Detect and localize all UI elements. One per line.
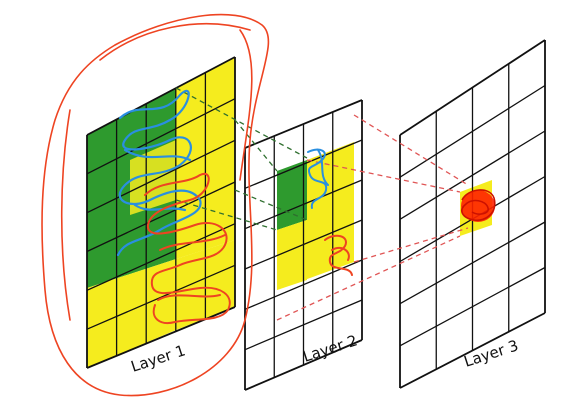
layer-1-grid-hline xyxy=(86,56,236,136)
layer-2-grid-hline xyxy=(244,179,363,230)
connector-red-4 xyxy=(276,235,461,321)
blue-scribble-layer-1 xyxy=(116,89,202,257)
layer-3-grid-hline xyxy=(399,84,546,178)
layer-2-grid-hline xyxy=(244,299,363,351)
layer-1-grid-hline xyxy=(86,98,236,175)
blue-scribble-layer-2 xyxy=(307,148,329,209)
layer-3-grid-hline xyxy=(399,312,546,389)
layer-1-grid-hline xyxy=(86,223,236,291)
connectors-layer2-to-layer3 xyxy=(276,114,469,321)
layer-3-grid xyxy=(399,39,546,389)
layer-2-green-cell xyxy=(277,160,307,230)
layer-3-grid-hline xyxy=(399,39,546,136)
red-loop-around-layer-1 xyxy=(41,13,270,397)
red-scribble-layer-1 xyxy=(144,172,231,324)
layer-1-grid-hline xyxy=(86,264,236,330)
connector-green-1 xyxy=(175,87,308,159)
layer-2-grid-hline xyxy=(244,339,363,391)
layer-1-yellow-center xyxy=(130,140,176,215)
layer-3-grid-hline xyxy=(399,130,546,220)
red-scribble-layer-2 xyxy=(324,234,353,276)
layer-2-grid-hline xyxy=(244,99,363,149)
layer-1-grid xyxy=(86,56,236,369)
layer-1-grid-hline xyxy=(86,181,236,253)
connector-green-4 xyxy=(234,189,308,221)
layer-2-grid-hline xyxy=(244,139,363,189)
connectors-layer1-to-layer2 xyxy=(175,87,308,231)
connector-red-2 xyxy=(306,159,461,193)
layer-3-grid-hline xyxy=(399,266,546,347)
connector-red-3 xyxy=(353,227,469,263)
layer-1-yellow-bottom-band xyxy=(87,259,176,368)
layer-1-grid-hline xyxy=(86,306,236,369)
layer-2-label: Layer 2 xyxy=(301,331,360,365)
layer-1-grid-hline xyxy=(86,139,236,214)
connector-red-1 xyxy=(353,114,469,186)
layer-2-grid xyxy=(244,99,363,391)
layer-2-yellow-lower xyxy=(277,220,307,290)
layer-3-grid-hline xyxy=(399,221,546,305)
connector-green-2 xyxy=(234,119,278,172)
layer-2-grid-hline xyxy=(244,219,363,270)
layer-3-red-dot xyxy=(461,189,496,222)
